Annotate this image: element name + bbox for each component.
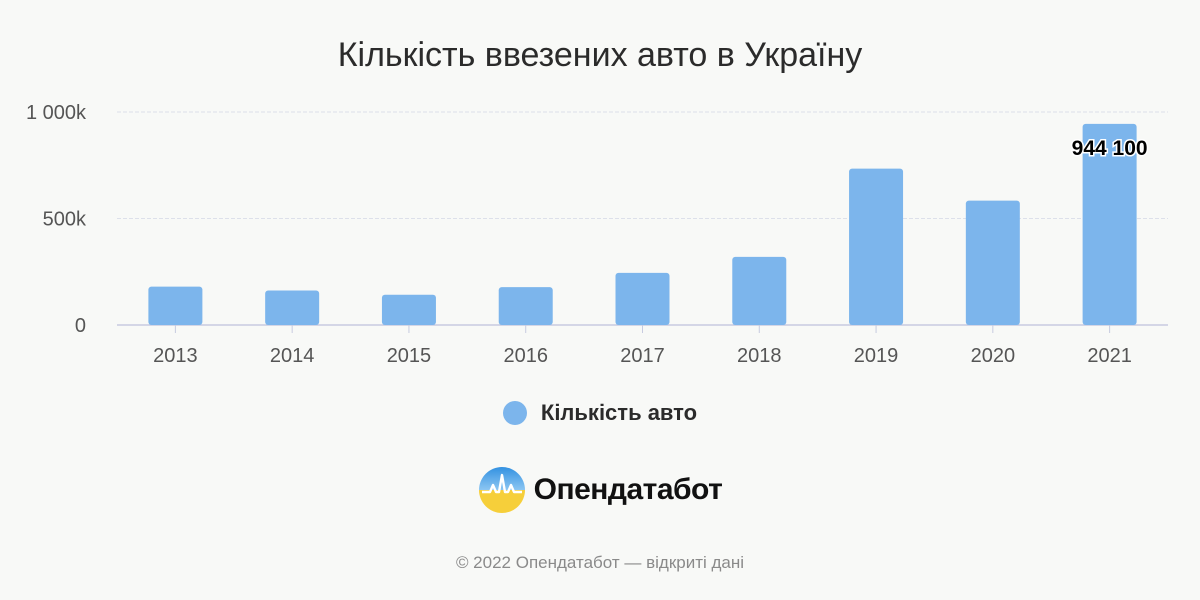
logo-text: Опендатабот [533,473,723,506]
x-axis-ticks: 2013 2014 2015 2016 2017 2018 2019 2020 2021 [153,325,1132,367]
x-tick-label: 2021 [1087,345,1132,367]
y-tick-label: 0 [75,315,86,337]
bar-2017 [615,272,670,325]
x-tick-label: 2018 [737,345,782,367]
data-label: 944 100 [1072,137,1148,160]
x-tick-label: 2019 [854,345,899,367]
y-tick-label: 1 000k [26,102,87,124]
bar-2020 [965,200,1020,325]
x-tick-label: 2020 [971,345,1016,367]
logo: Опендатабот [0,466,1200,514]
legend-marker [502,401,527,425]
y-tick-label: 500k [43,209,87,231]
bar-2014 [265,290,320,325]
legend[interactable]: Кількість авто [0,400,1200,426]
bar-2021 [1082,123,1137,325]
x-tick-label: 2015 [387,345,432,367]
bar-2018 [732,256,787,325]
footer-credit: © 2022 Опендатабот — відкриті дані [455,553,745,572]
x-tick-label: 2013 [153,345,198,367]
chart-title: Кількість ввезених авто в Україну [337,36,863,74]
bar-2019 [849,168,904,325]
data-labels: 944 100 [1070,135,1149,161]
x-tick-label: 2016 [503,345,548,367]
x-tick-label: 2017 [620,345,665,367]
opendatabot-logo-icon [478,467,525,513]
bars [148,123,1137,325]
bar-2016 [498,287,553,325]
x-tick-label: 2014 [270,345,315,367]
bar-chart: 0 500k 1 000k 2013 2014 2015 2016 2017 2018 2019… [26,102,1168,367]
y-axis-ticks: 0 500k 1 000k [26,102,87,337]
legend-label: Кількість авто [540,400,698,425]
bar-2013 [148,286,203,325]
bar-2015 [381,294,436,325]
